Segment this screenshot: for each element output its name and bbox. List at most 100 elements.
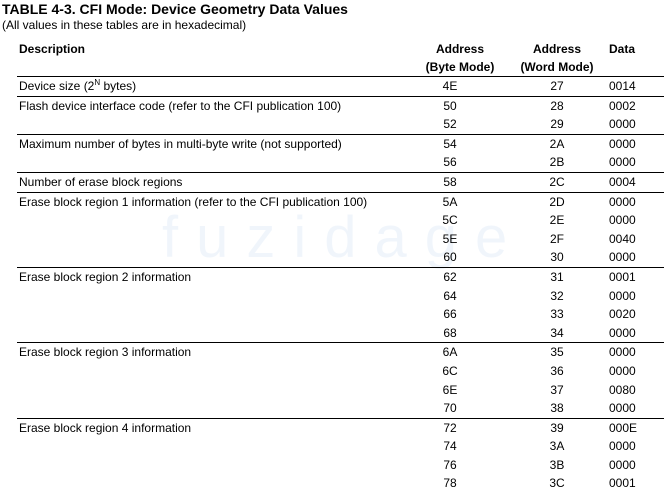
header-description: Description bbox=[17, 40, 411, 77]
header-byte-mode-label: (Byte Mode) bbox=[426, 60, 495, 74]
row-data: 0000 bbox=[605, 399, 664, 418]
table-body: Device size (2N bytes) 4E 27 0014 Flash … bbox=[17, 77, 664, 493]
row-byte-address: 54 bbox=[411, 134, 509, 153]
row-data: 0000 bbox=[605, 115, 664, 134]
row-data: 0014 bbox=[605, 77, 664, 97]
row-byte-address: 78 bbox=[411, 474, 509, 493]
row-description: Number of erase block regions bbox=[17, 172, 411, 192]
row-data: 0001 bbox=[605, 267, 664, 286]
row-data: 0000 bbox=[605, 362, 664, 381]
row-word-address: 37 bbox=[509, 381, 605, 400]
row-byte-address: 52 bbox=[411, 115, 509, 134]
row-data: 0000 bbox=[605, 324, 664, 343]
table-row: 52 29 0000 bbox=[17, 115, 664, 134]
row-description: Erase block region 2 information bbox=[17, 267, 411, 286]
table-row: Erase block region 3 information 6A 35 0… bbox=[17, 343, 664, 362]
table-row: Number of erase block regions 58 2C 0004 bbox=[17, 172, 664, 192]
table-row: 5C 2E 0000 bbox=[17, 211, 664, 230]
row-word-address: 29 bbox=[509, 115, 605, 134]
row-byte-address: 68 bbox=[411, 324, 509, 343]
row-description bbox=[17, 287, 411, 306]
row-byte-address: 72 bbox=[411, 418, 509, 437]
table-row: 66 33 0020 bbox=[17, 305, 664, 324]
row-byte-address: 50 bbox=[411, 96, 509, 115]
row-description bbox=[17, 456, 411, 475]
row-data: 0040 bbox=[605, 230, 664, 249]
row-data: 0000 bbox=[605, 437, 664, 456]
table-row: Erase block region 4 information 72 39 0… bbox=[17, 418, 664, 437]
row-word-address: 36 bbox=[509, 362, 605, 381]
row-word-address: 3B bbox=[509, 456, 605, 475]
row-data: 0000 bbox=[605, 153, 664, 172]
row-word-address: 39 bbox=[509, 418, 605, 437]
row-data: 0000 bbox=[605, 211, 664, 230]
header-data: Data bbox=[605, 40, 664, 77]
row-data: 0004 bbox=[605, 172, 664, 192]
table-row: Erase block region 1 information (refer … bbox=[17, 192, 664, 211]
header-address-byte-mode: Address (Byte Mode) bbox=[411, 40, 509, 77]
row-data: 0000 bbox=[605, 248, 664, 267]
table-row: Erase block region 2 information 62 31 0… bbox=[17, 267, 664, 286]
row-byte-address: 4E bbox=[411, 77, 509, 97]
row-data: 0000 bbox=[605, 456, 664, 475]
row-data: 000E bbox=[605, 418, 664, 437]
row-byte-address: 64 bbox=[411, 287, 509, 306]
row-word-address: 2B bbox=[509, 153, 605, 172]
desc-text: bytes) bbox=[100, 79, 136, 93]
row-byte-address: 6E bbox=[411, 381, 509, 400]
row-description: Device size (2N bytes) bbox=[17, 77, 411, 97]
row-word-address: 35 bbox=[509, 343, 605, 362]
row-description: Maximum number of bytes in multi-byte wr… bbox=[17, 134, 411, 153]
row-description: Flash device interface code (refer to th… bbox=[17, 96, 411, 115]
row-description bbox=[17, 474, 411, 493]
row-data: 0000 bbox=[605, 343, 664, 362]
row-description bbox=[17, 399, 411, 418]
table-row: 6C 36 0000 bbox=[17, 362, 664, 381]
row-description bbox=[17, 153, 411, 172]
desc-text: Device size (2 bbox=[19, 79, 94, 93]
row-description bbox=[17, 437, 411, 456]
row-word-address: 3C bbox=[509, 474, 605, 493]
row-word-address: 2C bbox=[509, 172, 605, 192]
row-byte-address: 56 bbox=[411, 153, 509, 172]
row-data: 0001 bbox=[605, 474, 664, 493]
table-row: 68 34 0000 bbox=[17, 324, 664, 343]
header-address-word-mode: Address (Word Mode) bbox=[509, 40, 605, 77]
table-row: 60 30 0000 bbox=[17, 248, 664, 267]
table-row: Device size (2N bytes) 4E 27 0014 bbox=[17, 77, 664, 97]
row-word-address: 28 bbox=[509, 96, 605, 115]
row-word-address: 30 bbox=[509, 248, 605, 267]
row-description bbox=[17, 324, 411, 343]
table-row: Flash device interface code (refer to th… bbox=[17, 96, 664, 115]
table-row: 56 2B 0000 bbox=[17, 153, 664, 172]
row-description: Erase block region 4 information bbox=[17, 418, 411, 437]
row-byte-address: 62 bbox=[411, 267, 509, 286]
row-word-address: 34 bbox=[509, 324, 605, 343]
row-word-address: 27 bbox=[509, 77, 605, 97]
row-description bbox=[17, 381, 411, 400]
row-description bbox=[17, 305, 411, 324]
row-byte-address: 76 bbox=[411, 456, 509, 475]
row-word-address: 31 bbox=[509, 267, 605, 286]
row-description bbox=[17, 362, 411, 381]
row-word-address: 2D bbox=[509, 192, 605, 211]
row-word-address: 38 bbox=[509, 399, 605, 418]
row-description bbox=[17, 230, 411, 249]
row-data: 0000 bbox=[605, 192, 664, 211]
table-subtitle: (All values in these tables are in hexad… bbox=[2, 18, 246, 33]
row-word-address: 32 bbox=[509, 287, 605, 306]
row-data: 0000 bbox=[605, 134, 664, 153]
row-byte-address: 6A bbox=[411, 343, 509, 362]
table-row: 64 32 0000 bbox=[17, 287, 664, 306]
row-description: Erase block region 1 information (refer … bbox=[17, 192, 411, 211]
row-word-address: 2E bbox=[509, 211, 605, 230]
row-data: 0080 bbox=[605, 381, 664, 400]
row-description bbox=[17, 115, 411, 134]
table-row: 6E 37 0080 bbox=[17, 381, 664, 400]
geometry-table: Description Address (Byte Mode) Address … bbox=[17, 40, 664, 493]
row-byte-address: 5C bbox=[411, 211, 509, 230]
table-row: 5E 2F 0040 bbox=[17, 230, 664, 249]
row-byte-address: 60 bbox=[411, 248, 509, 267]
row-byte-address: 58 bbox=[411, 172, 509, 192]
header-address-label: Address bbox=[436, 42, 484, 56]
